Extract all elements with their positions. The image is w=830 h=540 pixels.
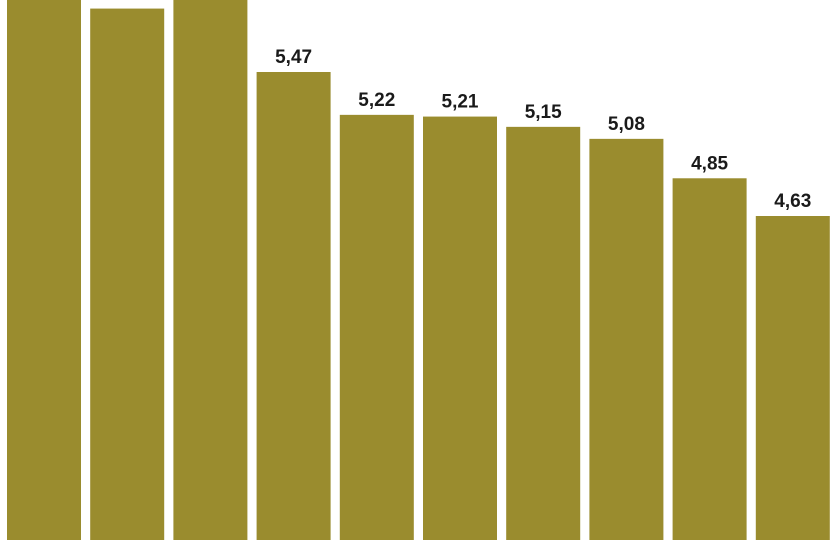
bar (256, 72, 331, 540)
bar (589, 138, 664, 540)
bar (90, 8, 165, 540)
value-label: 5,15 (525, 102, 562, 123)
bar (755, 216, 830, 540)
value-label: 5,08 (608, 114, 645, 135)
bar (672, 178, 747, 540)
value-label: 5,21 (442, 92, 479, 113)
bar (173, 0, 248, 540)
bar (506, 126, 581, 540)
bar (7, 0, 81, 540)
bar (423, 116, 497, 540)
value-label: 5,47 (275, 47, 312, 68)
value-label: 5,22 (358, 90, 395, 111)
value-label: 4,63 (774, 191, 811, 212)
value-label: 4,85 (691, 153, 728, 174)
bar (339, 114, 414, 540)
